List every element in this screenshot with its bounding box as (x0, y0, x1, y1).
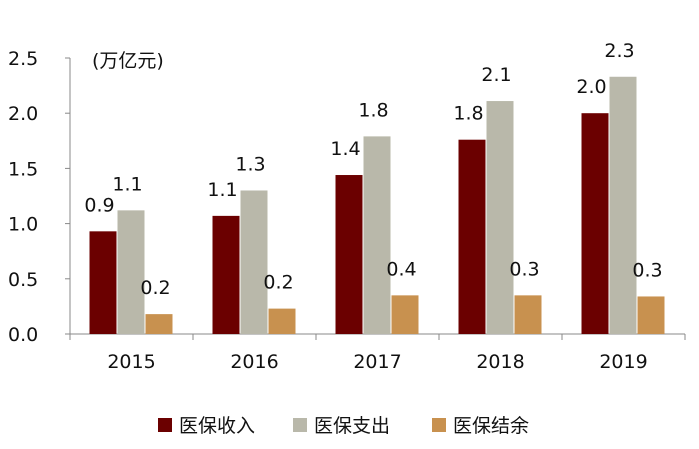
y-tick-label: 0.5 (8, 269, 38, 291)
data-label: 2.3 (604, 40, 634, 62)
bar (391, 295, 419, 334)
bar (240, 190, 268, 334)
data-label: 0.9 (84, 194, 114, 216)
data-label: 0.2 (263, 272, 293, 294)
y-tick-label: 1.0 (8, 214, 38, 236)
bar (514, 295, 542, 334)
data-label: 0.3 (509, 258, 539, 280)
x-tick-label: 2017 (353, 351, 401, 373)
bar (637, 296, 665, 334)
bar (363, 136, 391, 334)
y-tick-label: 2.0 (8, 103, 38, 125)
data-label: 1.8 (453, 103, 483, 125)
legend-swatch (432, 418, 446, 432)
legend-label: 医保收入 (179, 415, 255, 437)
bar (268, 308, 296, 334)
data-label: 0.4 (386, 258, 416, 280)
bar (335, 175, 363, 334)
legend: 医保收入 医保支出 医保结余 (158, 415, 529, 437)
data-label: 1.1 (112, 173, 142, 195)
data-labels: 0.91.10.21.11.30.21.41.80.41.82.10.32.02… (84, 40, 662, 299)
bar (212, 215, 240, 334)
bar (89, 231, 117, 334)
bar (486, 101, 514, 334)
bar (609, 76, 637, 334)
bar (581, 113, 609, 334)
y-tick-label: 2.5 (8, 48, 38, 70)
unit-label: (万亿元) (92, 50, 164, 72)
legend-label: 医保结余 (453, 415, 529, 437)
bar (458, 139, 486, 334)
data-label: 0.2 (140, 277, 170, 299)
x-tick-label: 2019 (599, 351, 647, 373)
data-label: 1.1 (207, 179, 237, 201)
x-tick-label: 2018 (476, 351, 524, 373)
legend-label: 医保支出 (314, 415, 390, 437)
y-tick-label: 1.5 (8, 158, 38, 180)
axes: 0.0 0.5 1.0 1.5 2.0 2.5 2015 2016 2017 2018 2019 (8, 48, 686, 373)
data-label: 1.3 (235, 153, 265, 175)
legend-swatch (158, 418, 172, 432)
bar (145, 314, 173, 334)
data-label: 2.0 (576, 76, 606, 98)
x-tick-label: 2015 (107, 351, 155, 373)
bar (117, 210, 145, 334)
data-label: 1.8 (358, 99, 388, 121)
data-label: 2.1 (481, 64, 511, 86)
data-label: 0.3 (632, 259, 662, 281)
x-tick-label: 2016 (230, 351, 278, 373)
bars (89, 76, 665, 334)
y-tick-label: 0.0 (8, 324, 38, 346)
data-label: 1.4 (330, 138, 360, 160)
legend-swatch (293, 418, 307, 432)
